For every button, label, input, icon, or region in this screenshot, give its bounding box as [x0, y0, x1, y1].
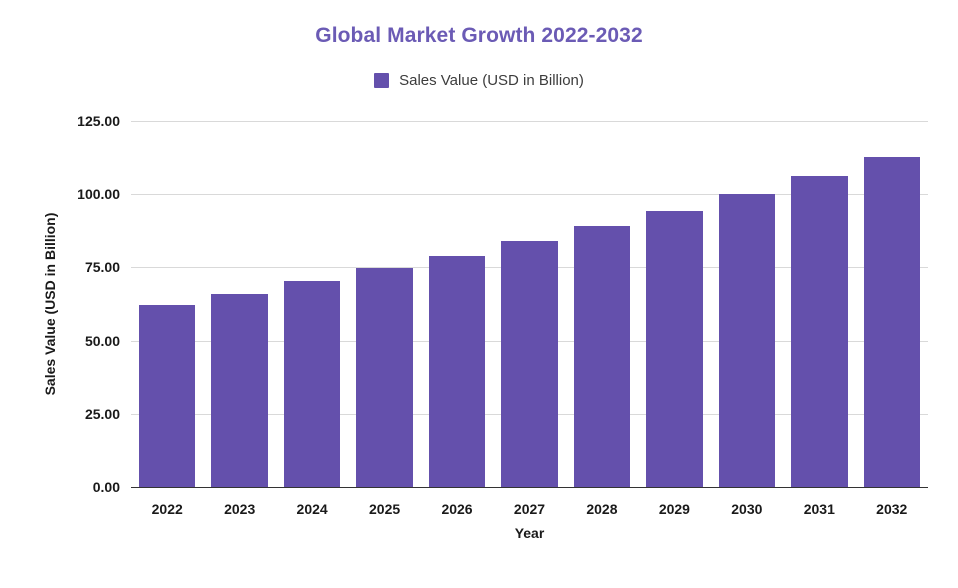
- bar-group: 2026: [421, 121, 493, 517]
- x-axis-tick-label: 2030: [731, 501, 763, 517]
- bar[interactable]: [356, 267, 413, 487]
- y-axis-tick-label: 75.00: [84, 259, 120, 276]
- bar-group: 2028: [566, 121, 638, 517]
- bar[interactable]: [283, 280, 341, 487]
- bar-series: 2022 2023 2024 2025 2026 2027 2028 2029 2030 2031…: [131, 121, 928, 517]
- bar-group: 2032: [856, 121, 928, 517]
- x-axis-tick-label: 2029: [658, 501, 690, 517]
- bar[interactable]: [428, 255, 486, 487]
- bar-group: 2024: [276, 121, 348, 517]
- legend-item-label: Sales Value (USD in Billion): [399, 72, 584, 89]
- bar[interactable]: [718, 193, 776, 487]
- bar-group: 2030: [711, 121, 783, 517]
- gridline: 100.00: [77, 186, 928, 202]
- x-axis-tick-label: 2031: [803, 501, 835, 517]
- x-axis-tick-label: 2024: [296, 501, 328, 517]
- bar-group: 2023: [203, 121, 275, 517]
- y-axis-tick-label: 25.00: [84, 405, 120, 422]
- y-axis-tick-label: 50.00: [84, 332, 120, 349]
- bar[interactable]: [501, 241, 558, 487]
- x-axis-title: Year: [514, 525, 545, 541]
- bar-group: 2031: [783, 121, 855, 517]
- bar-group: 2027: [493, 121, 565, 517]
- bar[interactable]: [573, 226, 631, 487]
- y-axis-tick-label: 100.00: [77, 186, 120, 203]
- bar[interactable]: [211, 293, 268, 487]
- plot-area: 0.00 25.00 50.00 75.00 100.00 125.00 2022 2023…: [77, 113, 928, 517]
- x-axis-tick-label: 2025: [369, 501, 401, 517]
- x-axis-tick-label: 2027: [513, 501, 546, 517]
- x-axis-tick-label: 2023: [224, 501, 256, 517]
- chart-legend: Sales Value (USD in Billion): [0, 72, 958, 89]
- bar-group: 2022: [131, 121, 203, 517]
- bar[interactable]: [646, 210, 703, 487]
- y-axis-title: Sales Value (USD in Billion): [42, 212, 58, 396]
- y-axis-tick-label: 125.00: [77, 113, 120, 129]
- x-axis-tick-label: 2026: [441, 501, 473, 517]
- legend-item-sales-value[interactable]: Sales Value (USD in Billion): [374, 72, 584, 89]
- gridline: 125.00: [77, 113, 928, 129]
- bar-group: 2025: [348, 121, 420, 517]
- chart-title: Global Market Growth 2022-2032: [315, 24, 643, 47]
- x-axis-tick-label: 2028: [586, 501, 618, 517]
- x-axis-tick-label: 2032: [876, 501, 908, 517]
- bar-group: 2029: [638, 121, 710, 517]
- bar[interactable]: [863, 157, 920, 487]
- gridline: 0.00: [93, 479, 928, 495]
- bar[interactable]: [138, 304, 196, 487]
- y-axis-tick-label: 0.00: [92, 479, 120, 495]
- bar[interactable]: [791, 176, 848, 487]
- x-axis-tick-label: 2022: [151, 501, 183, 517]
- legend-swatch-icon: [374, 73, 390, 88]
